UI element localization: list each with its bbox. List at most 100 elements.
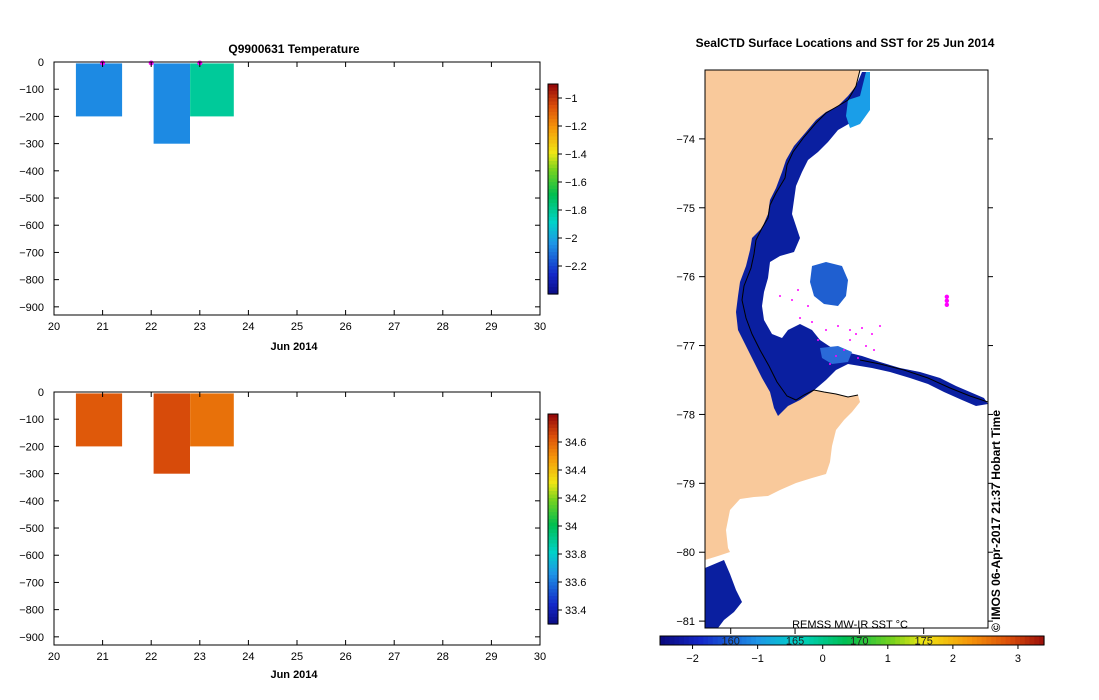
lon-tick-label: 175 <box>915 636 933 648</box>
sst-colorbar-segment <box>900 636 906 645</box>
x-tick-label: 27 <box>388 651 400 663</box>
colorbar-segment <box>548 231 558 236</box>
sst-tick-label: −2 <box>686 653 699 665</box>
sst-colorbar-segment <box>957 636 963 645</box>
colorbar-segment <box>548 171 558 176</box>
sst-colorbar-segment <box>736 636 743 645</box>
colorbar-segment <box>548 603 558 608</box>
colorbar-segment <box>548 547 558 552</box>
colorbar-segment <box>548 91 558 96</box>
colorbar-segment <box>548 596 558 601</box>
colorbar-segment <box>548 98 558 103</box>
colorbar-tick-label: 34.2 <box>565 493 586 505</box>
colorbar-segment <box>548 470 558 475</box>
colorbar-segment <box>548 533 558 538</box>
x-tick-label: 26 <box>339 651 351 663</box>
colorbar-segment <box>548 592 558 597</box>
profile-cell-1 <box>75 393 123 447</box>
colorbar-segment <box>548 522 558 527</box>
temperature-y-ticks: 0 −100 −200 −300 −400 −500 −600 −700 −800 −900 <box>19 57 540 314</box>
y-tick-label: −500 <box>19 193 44 205</box>
sst-colorbar-segment <box>1034 636 1040 645</box>
colorbar-segment <box>548 463 558 468</box>
colorbar-segment <box>548 178 558 183</box>
sst-colorbar-segment <box>698 636 704 645</box>
colorbar-segment <box>548 287 558 292</box>
sst-colorbar-segment <box>996 636 1002 645</box>
colorbar-tick-label: 34 <box>565 521 577 533</box>
colorbar-segment <box>548 224 558 229</box>
x-tick-label: 25 <box>291 651 303 663</box>
sst-colorbar-segment <box>967 636 973 645</box>
y-tick-label: −900 <box>19 302 44 314</box>
colorbar-segment <box>548 269 558 274</box>
colorbar-segment <box>548 529 558 534</box>
colorbar-segment <box>548 543 558 548</box>
colorbar-segment <box>548 262 558 267</box>
sst-colorbar-segment <box>938 636 944 645</box>
sst-colorbar-segment <box>943 636 949 645</box>
colorbar-tick-label: −1.6 <box>565 177 587 189</box>
colorbar-segment <box>548 129 558 134</box>
sst-colorbar-segment <box>703 636 709 645</box>
sst-colorbar-segment <box>986 636 992 645</box>
sst-tick-label: 2 <box>950 653 956 665</box>
sst-colorbar-segment <box>722 636 728 645</box>
lon-tick-label: 165 <box>786 636 804 648</box>
colorbar-segment <box>548 136 558 141</box>
colorbar-segment <box>548 536 558 541</box>
x-tick-label: 28 <box>437 321 449 333</box>
sst-colorbar-segment <box>799 636 805 645</box>
profile-cell-2 <box>153 63 190 144</box>
x-tick-label: 27 <box>388 321 400 333</box>
sst-colorbar-segment <box>895 636 901 645</box>
colorbar-segment <box>548 185 558 190</box>
colorbar-segment <box>548 519 558 524</box>
x-tick-label: 26 <box>339 321 351 333</box>
colorbar-segment <box>548 94 558 99</box>
sst-colorbar-segment <box>1020 636 1026 645</box>
colorbar-segment <box>548 164 558 169</box>
colorbar-segment <box>548 508 558 513</box>
colorbar-segment <box>548 438 558 443</box>
map-land <box>705 70 860 560</box>
sst-colorbar-segment <box>765 636 771 645</box>
sst-tick-label: 0 <box>820 653 826 665</box>
temperature-profiles <box>75 63 234 144</box>
colorbar-tick-label: −2 <box>565 233 578 245</box>
colorbar-segment <box>548 484 558 489</box>
y-tick-label: −700 <box>19 247 44 259</box>
temperature-x-ticks: 20 21 22 23 24 25 26 27 28 29 30 <box>48 62 546 333</box>
colorbar-segment <box>548 428 558 433</box>
colorbar-segment <box>548 505 558 510</box>
colorbar-segment <box>548 112 558 117</box>
temperature-plot-frame <box>53 61 541 316</box>
profile-cell-3 <box>190 63 234 117</box>
colorbar-segment <box>548 140 558 145</box>
sst-colorbar-segment <box>1005 636 1011 645</box>
colorbar-frame <box>547 413 559 625</box>
colorbar-segment <box>548 238 558 243</box>
colorbar-segment <box>548 515 558 520</box>
colorbar-tick-label: −1.4 <box>565 149 587 161</box>
y-tick-label: −300 <box>19 469 44 481</box>
seal-position-marker <box>944 294 950 299</box>
x-tick-label: 28 <box>437 651 449 663</box>
sst-colorbar-segment <box>823 636 829 645</box>
colorbar-segment <box>548 613 558 618</box>
profile-cell-2 <box>153 393 190 474</box>
colorbar-segment <box>548 575 558 580</box>
lon-tick-label: 160 <box>722 636 740 648</box>
lat-tick-label: −74 <box>676 134 695 146</box>
x-tick-label: 21 <box>96 321 108 333</box>
sst-colorbar-segment <box>904 636 911 645</box>
colorbar-segment <box>548 540 558 545</box>
lon-tick-label: 170 <box>850 636 868 648</box>
sst-colorbar-segment <box>981 636 987 645</box>
lat-tick-label: −81 <box>676 616 695 628</box>
x-tick-label: 23 <box>194 321 206 333</box>
y-tick-label: −800 <box>19 605 44 617</box>
colorbar-segment <box>548 554 558 559</box>
x-tick-label: 22 <box>145 321 157 333</box>
